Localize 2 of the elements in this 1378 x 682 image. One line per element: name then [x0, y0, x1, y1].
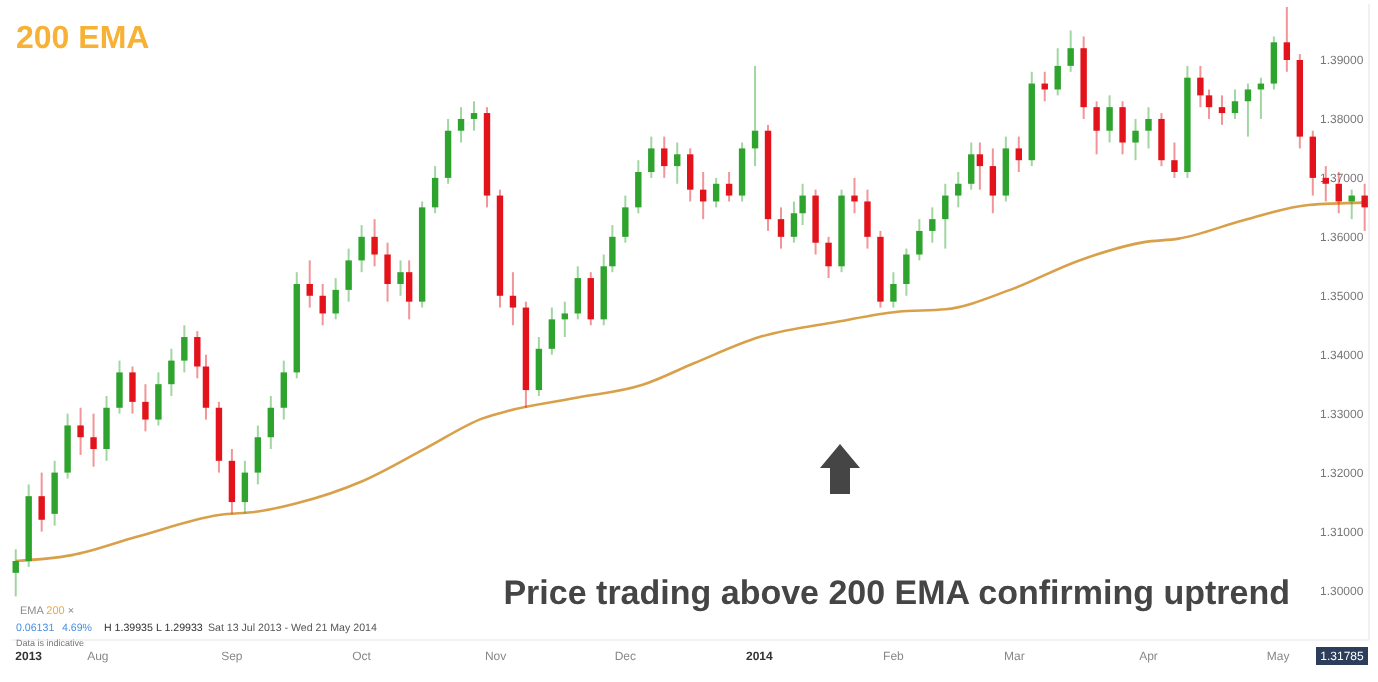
text: 200 EMA	[16, 22, 151, 56]
annotation: Price trading above 200 EMA confirming uptrend	[503, 574, 1290, 612]
